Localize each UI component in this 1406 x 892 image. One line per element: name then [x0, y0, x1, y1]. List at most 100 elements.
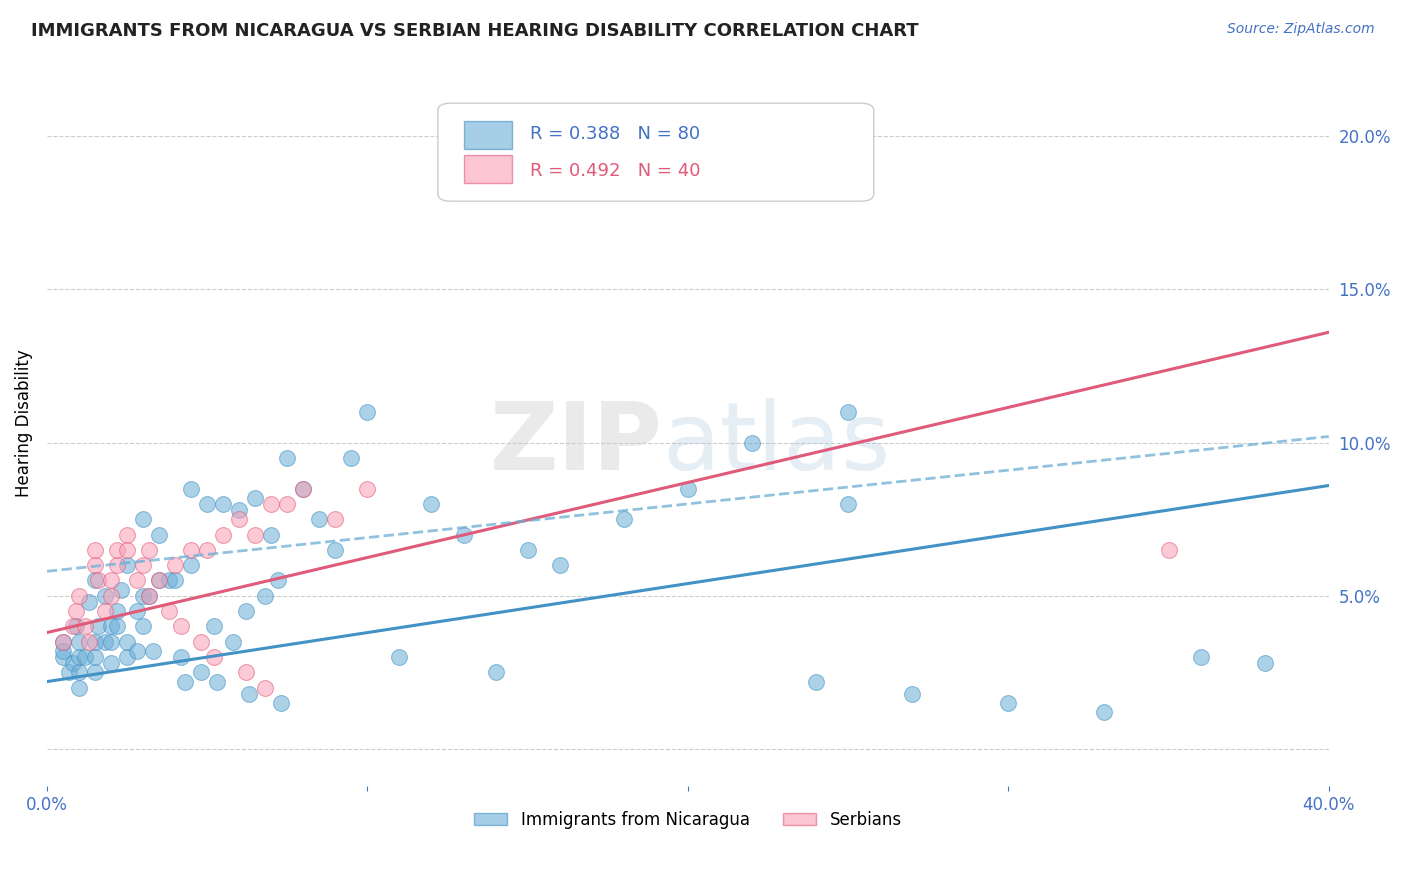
Point	[84, 574, 107, 588]
Point	[388, 650, 411, 665]
Point	[115, 558, 138, 573]
Point	[253, 681, 276, 695]
Point	[266, 574, 288, 588]
Point	[87, 574, 110, 588]
Point	[1253, 657, 1275, 671]
Point	[87, 619, 110, 633]
Point	[52, 634, 75, 648]
Point	[142, 644, 165, 658]
Point	[276, 450, 298, 465]
Point	[157, 604, 180, 618]
Point	[1157, 542, 1180, 557]
Point	[105, 558, 128, 573]
Point	[138, 589, 160, 603]
Point	[170, 619, 193, 633]
Point	[453, 527, 475, 541]
Point	[180, 482, 202, 496]
Point	[195, 542, 218, 557]
Point	[997, 696, 1019, 710]
Point	[52, 650, 75, 665]
Point	[138, 542, 160, 557]
Point	[292, 482, 315, 496]
Point	[245, 527, 267, 541]
Point	[115, 650, 138, 665]
Point	[115, 527, 138, 541]
Point	[93, 634, 115, 648]
Point	[132, 589, 155, 603]
Point	[308, 512, 330, 526]
Text: R = 0.388   N = 80: R = 0.388 N = 80	[530, 126, 700, 144]
Point	[190, 665, 212, 680]
Point	[165, 558, 187, 573]
Point	[1094, 705, 1116, 719]
Point	[270, 696, 292, 710]
Point	[190, 634, 212, 648]
Point	[741, 435, 763, 450]
Point	[253, 589, 276, 603]
Point	[195, 497, 218, 511]
Point	[323, 512, 346, 526]
Point	[110, 582, 132, 597]
Point	[613, 512, 636, 526]
Point	[356, 405, 378, 419]
Point	[148, 527, 170, 541]
Text: atlas: atlas	[662, 399, 890, 491]
Point	[228, 503, 250, 517]
Point	[170, 650, 193, 665]
Point	[100, 619, 122, 633]
Point	[238, 687, 260, 701]
Point	[173, 674, 195, 689]
Point	[100, 657, 122, 671]
Point	[84, 558, 107, 573]
Point	[67, 650, 90, 665]
Point	[62, 619, 84, 633]
Point	[67, 589, 90, 603]
Point	[340, 450, 363, 465]
Point	[235, 665, 257, 680]
Point	[516, 542, 538, 557]
Point	[676, 482, 699, 496]
Text: R = 0.492   N = 40: R = 0.492 N = 40	[530, 161, 700, 179]
Point	[100, 634, 122, 648]
Point	[105, 604, 128, 618]
Point	[58, 665, 80, 680]
Point	[548, 558, 571, 573]
Point	[100, 574, 122, 588]
Point	[125, 644, 148, 658]
Point	[84, 634, 107, 648]
Point	[260, 497, 283, 511]
Point	[165, 574, 187, 588]
Point	[276, 497, 298, 511]
Point	[837, 405, 859, 419]
Point	[115, 542, 138, 557]
Point	[52, 634, 75, 648]
Point	[212, 527, 235, 541]
Point	[52, 644, 75, 658]
FancyBboxPatch shape	[437, 103, 873, 202]
Text: IMMIGRANTS FROM NICARAGUA VS SERBIAN HEARING DISABILITY CORRELATION CHART: IMMIGRANTS FROM NICARAGUA VS SERBIAN HEA…	[31, 22, 918, 40]
Point	[148, 574, 170, 588]
Point	[84, 665, 107, 680]
Point	[105, 542, 128, 557]
Point	[132, 619, 155, 633]
Point	[125, 604, 148, 618]
Point	[804, 674, 827, 689]
Point	[1189, 650, 1212, 665]
Point	[132, 512, 155, 526]
Point	[202, 650, 225, 665]
Point	[180, 542, 202, 557]
Point	[205, 674, 228, 689]
Point	[260, 527, 283, 541]
Bar	[464, 155, 512, 183]
Point	[222, 634, 245, 648]
Y-axis label: Hearing Disability: Hearing Disability	[15, 349, 32, 497]
Point	[105, 619, 128, 633]
Legend: Immigrants from Nicaragua, Serbians: Immigrants from Nicaragua, Serbians	[467, 805, 908, 836]
Text: Source: ZipAtlas.com: Source: ZipAtlas.com	[1227, 22, 1375, 37]
Point	[115, 634, 138, 648]
Point	[323, 542, 346, 557]
Point	[420, 497, 443, 511]
Point	[132, 558, 155, 573]
Point	[75, 619, 97, 633]
Point	[77, 634, 100, 648]
